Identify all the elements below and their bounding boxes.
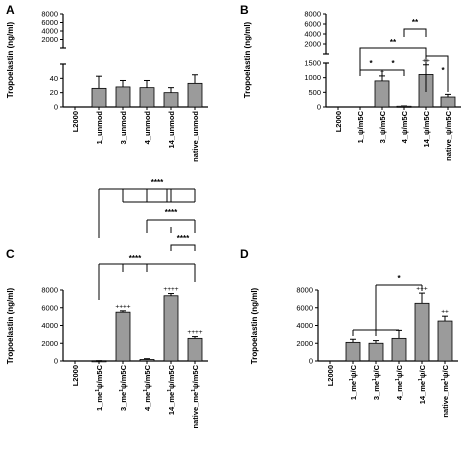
y-tick-label: 1000 [304,73,321,82]
category-label: 3_me1ψ/m5C [119,364,128,411]
significance-plus: ++++ [187,329,202,336]
bar [440,96,456,108]
bar [187,82,203,108]
y-tick-label: 2000 [296,339,313,348]
sig-bracket [170,244,196,251]
sig-label: * [391,59,395,68]
category-label: L2000 [71,365,80,386]
category-label: 3_unmod [119,111,128,145]
chart-panel-c: C Tropoelastin (ng/ml) 0 2000 4000 6000 8000 L2… [6,178,208,428]
category-label: L2000 [326,365,335,386]
category-label: native_ψ/m5C [444,110,453,160]
bar [139,359,155,362]
category-label: native_me1ψ/C [441,364,450,417]
bar [91,87,107,108]
category-label: 4_me1ψ/m5C [143,364,152,411]
y-tick-label: 8000 [296,286,313,295]
panel-letter: D [240,247,249,261]
y-axis-label: Tropoelastin (ng/ml) [6,287,15,364]
category-label: L2000 [71,111,80,132]
category-label: 14_unmod [167,111,176,149]
sig-label: **** [165,208,178,217]
sig-label: * [369,59,373,68]
y-tick-label: 4000 [304,30,321,39]
y-tick-label: 6000 [304,20,321,29]
sig-bracket [122,188,196,202]
y-tick-label: 20 [50,88,58,97]
y-tick-label: 4000 [41,27,58,36]
bar [374,80,390,108]
category-label: 4_me1ψ/C [395,364,404,400]
y-tick-label: 8000 [41,10,58,19]
y-tick-label: 4000 [296,321,313,330]
bar [115,311,131,362]
sig-bracket [359,69,383,76]
bar [414,302,430,362]
sig-label: * [397,274,401,283]
category-label: 1_unmod [95,111,104,145]
y-tick-label: 2000 [41,35,58,44]
category-label: 3_ψ/m5C [378,110,387,143]
sig-label: **** [129,254,142,263]
y-tick-label: 6000 [41,18,58,27]
category-label: 1_ψ/m5C [356,110,365,143]
sig-bracket [425,55,449,92]
category-label: 3_me1ψ/C [372,364,381,400]
y-tick-label: 8000 [41,286,58,295]
sig-label: **** [151,178,164,187]
bar [391,337,407,362]
panel-letter: A [6,3,15,17]
y-tick-label: 8000 [304,10,321,19]
category-label: 1_me1ψ/C [349,364,358,400]
bar [368,342,384,362]
category-label: native_unmod [191,111,200,162]
y-axis-label: Tropoelastin (ng/ml) [6,21,15,98]
significance-plus: ++++ [163,286,178,293]
category-label: 1_me1ψ/m5C [95,364,104,411]
category-label: 14_me1ψ/m5C [167,364,176,415]
sig-label: ** [390,38,397,47]
sig-label: **** [177,234,190,243]
bar [437,320,453,362]
bar [345,341,361,362]
chart-panel-d: D Tropoelastin (ng/ml) 0 2000 4000 6000 8000 L2… [240,247,458,418]
panel-letter: B [240,3,249,17]
y-tick-label: 6000 [296,303,313,312]
y-tick-label: 4000 [41,321,58,330]
y-axis-label: Tropoelastin (ng/ml) [243,21,252,98]
y-tick-label: 2000 [41,339,58,348]
panel-letter: C [6,247,15,261]
bar [163,92,179,108]
sig-bracket [403,28,427,37]
bar [115,86,131,108]
bar [163,295,179,362]
y-tick-label: 0 [54,357,58,366]
y-tick-label: 0 [54,103,58,112]
bar [139,87,155,108]
category-label: native_me1ψ/m5C [191,364,200,428]
y-tick-label: 40 [50,74,58,83]
y-tick-label: 6000 [41,303,58,312]
bar [187,337,203,362]
significance-plus: ++++ [115,303,130,310]
y-tick-label: 0 [309,357,313,366]
y-tick-label: 500 [308,88,321,97]
sig-label: ** [412,18,419,27]
y-tick-label: 2000 [304,40,321,49]
sig-label: * [441,66,445,75]
y-tick-label: 1500 [304,59,321,68]
category-label: 4_ψ/m5C [400,110,409,143]
y-axis-label: Tropoelastin (ng/ml) [250,287,259,364]
y-tick-label: 0 [317,103,321,112]
category-label: 14_ψ/m5C [422,110,431,147]
significance-plus: ++ [441,309,449,316]
category-label: 14_me1ψ/C [418,364,427,404]
sig-bracket [381,69,405,76]
category-label: L2000 [334,111,343,132]
category-label: 4_unmod [143,111,152,145]
